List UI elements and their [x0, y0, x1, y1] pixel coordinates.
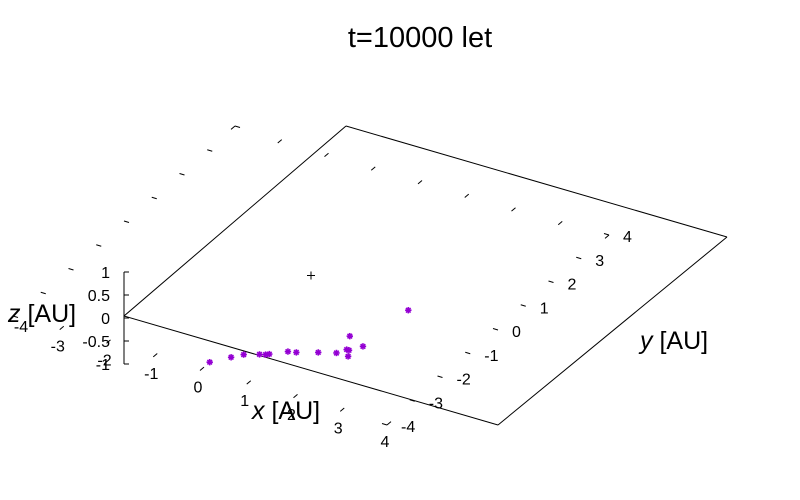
- data-point: [315, 349, 322, 356]
- x-tick-label: 2: [287, 407, 296, 424]
- data-point: [227, 354, 235, 361]
- frame-edge-front: [123, 315, 499, 426]
- y-tick-mark-back: [234, 125, 241, 128]
- y-tick-mark-back: [151, 196, 157, 200]
- y-tick-label: 3: [595, 253, 604, 270]
- x-tick-label: 0: [194, 380, 203, 397]
- z-tick-label: -0.5: [82, 334, 110, 351]
- z-tick-label: 0.5: [88, 288, 110, 305]
- y-tick-mark: [409, 399, 415, 402]
- x-tick-mark: [386, 421, 392, 426]
- x-tick-mark-back: [370, 166, 376, 171]
- y-tick-mark-back: [12, 315, 19, 318]
- y-tick-mark: [492, 328, 499, 331]
- x-tick-label: -1: [144, 366, 158, 383]
- data-point: [346, 332, 353, 340]
- y-tick-mark: [381, 423, 388, 426]
- data-point: [333, 349, 340, 357]
- x-tick-label: 1: [240, 393, 249, 410]
- x-axis-title: x [AU]: [251, 397, 320, 425]
- data-point: [293, 349, 300, 356]
- y-tick-label: -3: [429, 395, 443, 412]
- data-point: [256, 351, 263, 358]
- frame-edge-back: [345, 125, 728, 238]
- frame-edge-left: [123, 125, 347, 317]
- z-tick-label: 1: [101, 265, 110, 282]
- x-tick-mark-back: [417, 180, 423, 185]
- x-tick-mark-back: [464, 193, 470, 198]
- y-tick-mark-back: [179, 173, 185, 176]
- z-tick-label: -1: [96, 357, 110, 374]
- x-tick-mark: [106, 339, 111, 344]
- x-tick-mark: [199, 366, 205, 371]
- base-plane-frame: [123, 125, 728, 426]
- x-tick-label: 4: [381, 434, 390, 451]
- x-tick-mark: [339, 407, 345, 412]
- x-tick-mark: [152, 353, 158, 358]
- data-point: [343, 346, 350, 353]
- y-tick-mark: [520, 304, 526, 307]
- y-tick-label: 2: [568, 277, 577, 294]
- x-tick-label: 3: [334, 420, 343, 437]
- chart-title: t=10000 let: [348, 22, 492, 54]
- z-tick-label: 0: [101, 311, 110, 328]
- x-tick-label: -2: [97, 352, 111, 369]
- x-tick-mark-back: [277, 139, 283, 144]
- x-tick-mark: [246, 380, 252, 385]
- frame-edge-right: [497, 236, 728, 426]
- y-tick-mark-back: [40, 291, 46, 295]
- x-tick-label: -3: [51, 339, 65, 356]
- y-tick-mark: [603, 233, 610, 236]
- y-tick-label: 1: [540, 300, 549, 317]
- y-tick-mark: [437, 375, 443, 378]
- y-tick-mark: [465, 351, 471, 355]
- x-tick-mark-back: [511, 207, 516, 212]
- data-point: [359, 343, 367, 350]
- x-tick-mark: [293, 393, 298, 399]
- y-tick-mark-back: [68, 268, 74, 271]
- y-tick-label: -1: [484, 348, 498, 365]
- z-axis-title: z [AU]: [7, 300, 76, 328]
- x-tick-mark-back: [604, 234, 610, 239]
- z-axis: 1 0.5 0 -0.5 -1 z [AU]: [7, 265, 129, 374]
- y-tick-mark-back: [123, 220, 130, 223]
- x-tick-label: -4: [14, 319, 28, 336]
- y-tick-mark: [548, 280, 554, 283]
- y-tick-mark: [576, 256, 582, 260]
- x-tick-mark-back: [324, 152, 329, 158]
- data-point: [344, 353, 352, 360]
- y-tick-mark-back: [96, 244, 102, 247]
- y-axis-title: y [AU]: [638, 327, 708, 355]
- data-point: [206, 358, 213, 366]
- x-tick-mark-back: [557, 220, 563, 226]
- y-tick-label: -2: [457, 372, 471, 389]
- x-tick-mark-back: [230, 125, 236, 130]
- y-tick-mark-back: [207, 149, 213, 152]
- y-tick-label: 0: [512, 324, 521, 341]
- data-point: [262, 351, 269, 358]
- data-point: [405, 307, 412, 314]
- data-point: [240, 351, 247, 358]
- data-point: [284, 348, 292, 355]
- y-tick-label: 4: [623, 229, 632, 246]
- x-tick-mark: [59, 325, 65, 331]
- y-tick-label: -4: [401, 419, 415, 436]
- data-points: [206, 307, 412, 366]
- x-tick-mark: [12, 312, 18, 317]
- origin-marker: [307, 271, 315, 280]
